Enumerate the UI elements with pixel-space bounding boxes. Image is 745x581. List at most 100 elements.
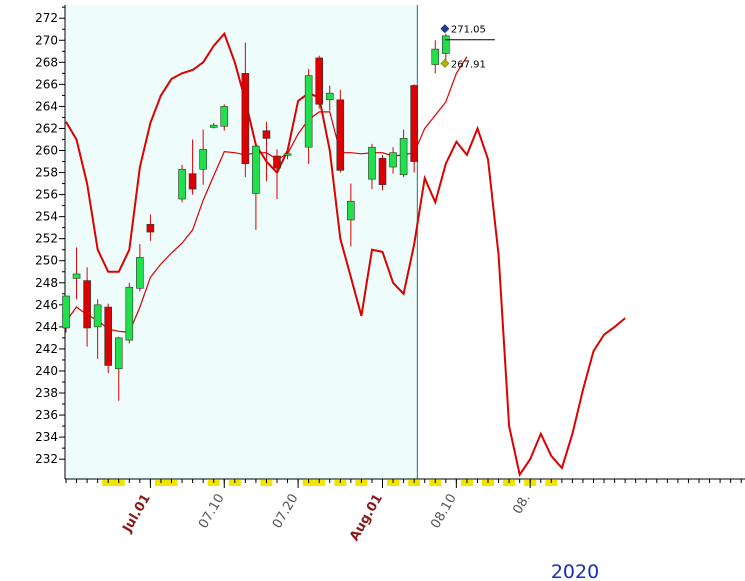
annotation-marker: [440, 24, 450, 34]
y-tick-label: 240: [35, 364, 58, 378]
annotation-marker: [440, 58, 450, 68]
candle-body: [325, 92, 334, 101]
candle-body: [410, 85, 418, 162]
candle-up: [199, 129, 207, 185]
y-tick-label: 248: [35, 276, 58, 290]
y-tick-label: 260: [35, 144, 58, 158]
candle-body: [431, 48, 440, 65]
candle-down: [241, 42, 250, 177]
candle-up: [220, 104, 229, 131]
y-tick-label: 246: [35, 298, 58, 312]
candle-up: [399, 129, 408, 177]
candle-body: [389, 152, 397, 168]
annotation-label: 271.05: [451, 25, 486, 36]
candle-body: [399, 138, 408, 176]
candle-up: [136, 244, 144, 292]
y-tick-label: 236: [35, 408, 58, 422]
candle-up: [252, 144, 260, 230]
year-label: 2020: [551, 561, 599, 581]
y-tick-label: 272: [35, 11, 58, 25]
candle-body: [378, 157, 387, 185]
shaded-region: [65, 5, 418, 479]
y-tick-label: 268: [35, 55, 58, 69]
price-annotations: 271.05 267.91: [440, 24, 495, 70]
candle-up: [62, 295, 70, 333]
y-tick-label: 242: [35, 342, 58, 356]
candle-up: [93, 299, 102, 359]
candle-down: [336, 89, 345, 173]
y-tick-label: 234: [35, 430, 58, 444]
candle-down: [104, 303, 112, 374]
candle-down: [83, 267, 91, 347]
candle-body: [104, 306, 112, 366]
candle-body: [83, 280, 91, 329]
y-tick-label: 258: [35, 166, 58, 180]
candle-up: [347, 183, 355, 247]
candle-down: [378, 154, 387, 191]
candle-up: [114, 336, 123, 401]
price-annotation: 267.91: [440, 58, 486, 70]
candle-down: [273, 149, 281, 200]
candle-up: [283, 148, 292, 160]
y-tick-label: 244: [35, 320, 58, 334]
candle-body: [252, 145, 260, 194]
candle-body: [273, 155, 281, 169]
candle-up: [389, 147, 397, 174]
x-axis-ticks: Jul.01 07.10 07.20 Aug.01 08.10 08.: [65, 479, 742, 544]
x-tick-label: 07.10: [196, 492, 228, 532]
y-axis-ticks: 232 234 236 238 240 242 244 246 248 250 252 254 256 2…: [35, 6, 65, 466]
candle-body: [304, 75, 313, 148]
candle-body: [72, 273, 81, 279]
y-tick-label: 262: [35, 121, 58, 135]
candle-body: [347, 200, 355, 221]
plot-background: [65, 5, 418, 479]
candle-body: [93, 304, 102, 328]
candle-body: [209, 124, 218, 128]
candle-body: [241, 73, 250, 165]
y-tick-label: 254: [35, 210, 58, 224]
candle-body: [199, 149, 207, 170]
candle-down: [146, 214, 155, 241]
y-tick-label: 250: [35, 254, 58, 268]
candle-body: [188, 173, 197, 190]
x-tick-label: 08.: [510, 492, 533, 517]
annotation-label: 267.91: [451, 59, 486, 70]
candle-body: [336, 99, 345, 171]
candle-body: [220, 106, 229, 127]
candle-up: [304, 68, 313, 164]
candle-body: [62, 295, 70, 329]
y-tick-label: 256: [35, 188, 58, 202]
upper-band-line: [65, 31, 626, 478]
candle-up: [325, 85, 334, 111]
candle-body: [136, 257, 144, 289]
candle-up: [178, 164, 186, 203]
price-annotation: 271.05: [440, 24, 495, 41]
y-tick-label: 270: [35, 33, 58, 47]
x-tick-label: Aug.01: [347, 492, 386, 544]
candle-body: [114, 337, 123, 370]
candle-body: [146, 224, 155, 233]
candle-body: [441, 35, 450, 54]
candle-body: [283, 153, 292, 156]
candle-up: [72, 247, 81, 300]
y-tick-label: 264: [35, 99, 58, 113]
candle-down: [410, 84, 418, 173]
candle-body: [178, 168, 186, 200]
candle-up: [125, 282, 134, 344]
x-tick-label: 08.10: [428, 492, 460, 532]
y-tick-label: 252: [35, 232, 58, 246]
x-tick-label: 07.20: [270, 492, 302, 532]
candle-down: [315, 55, 324, 109]
candle-down: [262, 121, 271, 182]
candle-up: [431, 40, 440, 74]
x-tick-label: Jul.01: [120, 492, 154, 536]
y-tick-label: 266: [35, 77, 58, 91]
candles: [62, 33, 450, 401]
y-tick-label: 232: [35, 452, 58, 466]
candle-body: [125, 286, 134, 341]
candle-body: [315, 57, 324, 105]
candle-up: [368, 143, 376, 190]
candle-up: [441, 33, 450, 63]
candle-down: [188, 139, 197, 195]
